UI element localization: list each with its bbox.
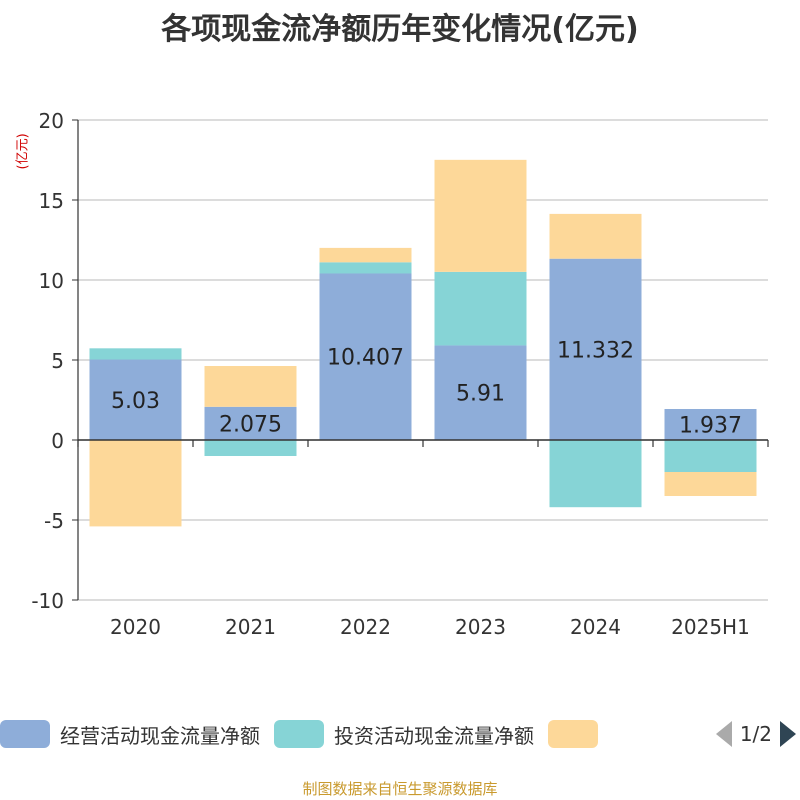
legend-pager: 1/2 [715, 721, 796, 747]
legend-swatch-investing [274, 720, 324, 748]
legend-item-investing[interactable]: 投资活动现金流量净额 [274, 720, 534, 749]
bar-2025H1-series-1 [664, 440, 757, 472]
legend-prev-page-icon[interactable] [715, 721, 732, 747]
bar-2022-series-2 [319, 247, 412, 263]
x-tick-label: 2020 [110, 615, 161, 639]
x-tick-label: 2025H1 [671, 615, 750, 639]
y-tick-label: 10 [39, 269, 64, 293]
bar-2023-series-1 [434, 271, 527, 346]
data-source-note: 制图数据来自恒生聚源数据库 [302, 780, 498, 798]
x-tick-label: 2024 [570, 615, 621, 639]
legend-label-operating: 经营活动现金流量净额 [60, 723, 260, 748]
legend-next-page-icon[interactable] [780, 721, 796, 747]
legend-swatch-third [548, 720, 598, 748]
data-label: 5.03 [111, 389, 160, 414]
bar-2024-series-1 [549, 440, 642, 508]
bar-2020-series-1 [89, 348, 182, 360]
bar-2021-series-1 [204, 440, 297, 456]
bar-2024-series-0 [549, 258, 642, 440]
cash-flow-chart: 20 15 10 5 0 -5 -10 5.03 2020 2.075 2021 10.407 2022… [31, 109, 769, 639]
data-label: 10.407 [327, 346, 404, 371]
legend-item-third[interactable] [548, 720, 608, 748]
y-tick-label: 20 [39, 109, 64, 133]
bar-2020-series-0 [89, 359, 182, 440]
data-label: 5.91 [456, 382, 505, 407]
x-tick-label: 2023 [455, 615, 506, 639]
data-label: 1.937 [679, 414, 742, 439]
bar-2022-series-1 [319, 262, 412, 274]
bar-2023-series-0 [434, 345, 527, 440]
y-tick-label: 5 [51, 349, 64, 373]
x-tick-label: 2021 [225, 615, 276, 639]
bar-2024-series-2 [549, 213, 642, 259]
y-tick-label: 0 [51, 429, 64, 453]
bar-2023-series-2 [434, 159, 527, 272]
data-label: 2.075 [219, 412, 282, 437]
legend-label-investing: 投资活动现金流量净额 [334, 723, 534, 748]
y-tick-label: 15 [39, 189, 64, 213]
data-label: 11.332 [557, 338, 634, 363]
x-tick-label: 2022 [340, 615, 391, 639]
bar-2022-series-0 [319, 273, 412, 440]
bar-2025H1-series-0 [664, 409, 757, 440]
legend-page-indicator: 1/2 [739, 722, 772, 746]
bar-2021-series-0 [204, 406, 297, 440]
legend-swatch-operating [0, 720, 50, 748]
y-tick-label: -5 [44, 509, 64, 533]
bar-2021-series-2 [204, 366, 297, 407]
bar-2020-series-2 [89, 440, 182, 527]
legend-item-operating[interactable]: 经营活动现金流量净额 [0, 720, 260, 749]
bar-2025H1-series-2 [664, 472, 757, 496]
legend: 经营活动现金流量净额 投资活动现金流量净额 1/2 [0, 716, 800, 752]
chart-title: 各项现金流净额历年变化情况(亿元) [161, 12, 639, 47]
y-tick-label: -10 [31, 589, 64, 613]
